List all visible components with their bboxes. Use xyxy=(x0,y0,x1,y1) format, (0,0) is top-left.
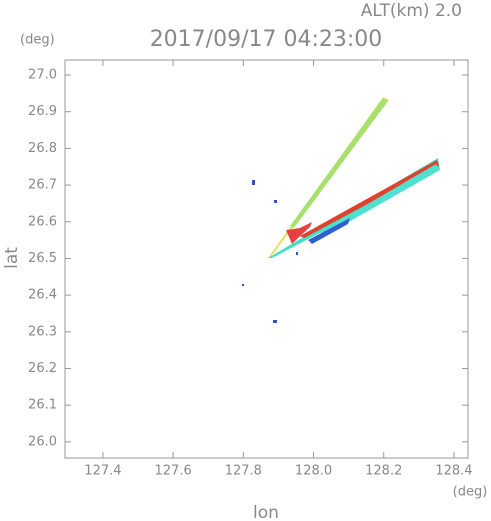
y-tick-label: 26.1 xyxy=(28,398,57,413)
y-unit: (deg) xyxy=(20,33,55,48)
y-tick-label: 26.9 xyxy=(28,104,57,119)
y-tick-label: 26.5 xyxy=(28,251,57,266)
y-tick-label: 26.3 xyxy=(28,324,57,339)
x-tick-label: 127.6 xyxy=(155,464,192,479)
x-axis-label: lon xyxy=(253,503,279,521)
y-axis-label: lat xyxy=(2,247,22,269)
y-tick-label: 26.2 xyxy=(28,361,57,376)
y-tick-label: 26.4 xyxy=(28,288,57,303)
y-tick-label: 26.7 xyxy=(28,178,57,193)
x-tick-label: 128.0 xyxy=(295,464,332,479)
y-tick-label: 27.0 xyxy=(28,68,57,83)
x-unit: (deg) xyxy=(453,485,488,500)
x-tick-label: 128.4 xyxy=(435,464,472,479)
radar-echo xyxy=(242,97,440,323)
altitude-label: ALT(km) 2.0 xyxy=(361,1,462,21)
y-tick-label: 26.0 xyxy=(28,434,57,449)
x-tick-label: 128.2 xyxy=(365,464,402,479)
chart-title: 2017/09/17 04:23:00 xyxy=(150,27,383,52)
x-tick-label: 127.4 xyxy=(84,464,121,479)
y-tick-label: 26.6 xyxy=(28,214,57,229)
x-tick-label: 127.8 xyxy=(225,464,262,479)
y-tick-label: 26.8 xyxy=(28,141,57,156)
plot-frame xyxy=(64,59,469,459)
